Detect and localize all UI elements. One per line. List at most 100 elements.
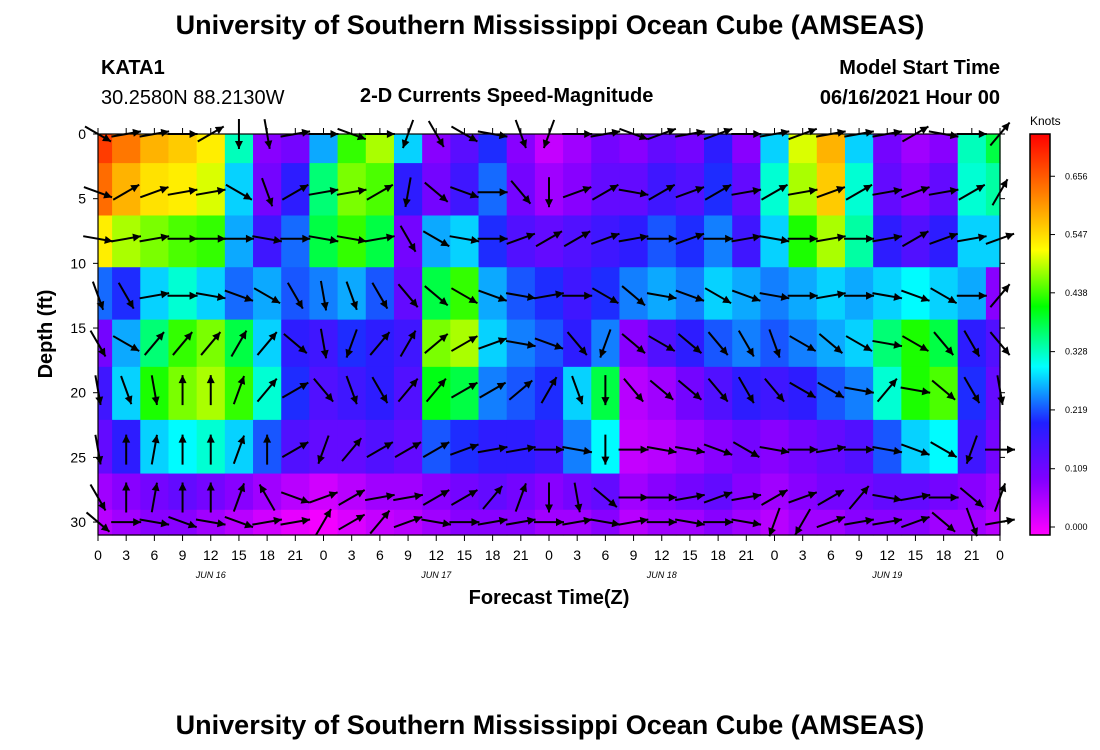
current-arrow <box>844 516 875 526</box>
arrow-head <box>865 516 874 525</box>
current-arrow <box>122 434 131 465</box>
current-arrow <box>817 381 845 399</box>
current-arrow <box>901 443 930 456</box>
current-arrow <box>167 187 198 196</box>
arrow-head <box>160 519 170 528</box>
current-arrow <box>478 289 508 302</box>
current-arrow <box>956 233 987 243</box>
arrow-head <box>893 516 903 525</box>
current-arrow <box>817 489 845 506</box>
current-arrow <box>703 443 733 456</box>
arrow-head <box>408 242 416 252</box>
arrow-head <box>556 445 564 454</box>
current-arrow <box>737 330 755 358</box>
current-arrow <box>232 375 246 405</box>
arrow-head <box>553 231 562 239</box>
arrow-head <box>159 186 169 194</box>
current-arrow <box>366 183 394 201</box>
arrow-head <box>381 332 390 341</box>
x-tick-label: 6 <box>827 547 835 563</box>
current-arrow <box>402 177 412 208</box>
arrow-head <box>104 236 113 244</box>
arrow-head <box>216 292 226 301</box>
arrow-head <box>238 330 247 340</box>
arrow-head <box>971 394 980 404</box>
arrow-head <box>469 190 479 199</box>
heatmap-cell <box>957 366 987 421</box>
heatmap-cell <box>112 134 141 164</box>
heatmap-cell <box>98 267 113 321</box>
arrow-head <box>1001 284 1010 293</box>
current-arrow <box>787 291 818 300</box>
x-tick-label: 18 <box>259 547 275 563</box>
current-arrow <box>506 232 536 245</box>
current-arrow <box>167 291 198 300</box>
heatmap-cell <box>112 267 141 321</box>
colorbar-tick-label: 0.656 <box>1065 171 1088 181</box>
arrow-head <box>412 442 422 450</box>
arrow-head <box>947 295 957 304</box>
y-tick-label: 25 <box>70 449 86 465</box>
x-tick-label: 12 <box>203 547 219 563</box>
arrow-head <box>273 516 282 525</box>
heatmap-cell <box>281 134 311 164</box>
arrow-head <box>610 232 620 241</box>
arrow-head <box>124 395 133 405</box>
arrow-head <box>299 442 309 450</box>
arrow-head <box>866 234 875 243</box>
arrow-head <box>442 519 452 528</box>
heatmap-cell <box>591 267 621 321</box>
arrow-head <box>126 299 134 309</box>
heatmap-cell <box>506 366 536 421</box>
current-arrow <box>648 183 676 201</box>
arrow-head <box>1005 232 1015 241</box>
current-arrow <box>844 386 875 396</box>
arrow-head <box>439 333 448 343</box>
heatmap-cell <box>647 134 677 164</box>
arrow-head <box>498 516 508 525</box>
arrow-head <box>440 442 450 450</box>
current-arrow <box>901 186 930 199</box>
heatmap-cell <box>619 215 649 268</box>
arrow-head <box>217 234 226 243</box>
current-arrow <box>178 434 187 465</box>
arrow-head <box>519 483 527 493</box>
arrow-head <box>98 347 106 357</box>
heatmap-cell <box>760 163 790 217</box>
heatmap-cell <box>901 473 931 511</box>
arrow-head <box>440 489 450 498</box>
arrow-head <box>665 343 675 352</box>
x-tick-label: 12 <box>654 547 670 563</box>
current-arrow <box>571 375 584 405</box>
current-arrow <box>422 441 450 458</box>
heatmap-cell <box>478 134 508 164</box>
arrow-head <box>775 392 785 402</box>
heatmap-cell <box>563 134 592 164</box>
arrow-head <box>263 434 272 443</box>
arrow-head <box>381 510 390 520</box>
arrow-head <box>437 378 446 388</box>
arrow-head <box>160 233 170 242</box>
arrow-head <box>722 184 732 193</box>
heatmap-cell <box>788 366 818 421</box>
current-arrow <box>789 335 817 352</box>
current-arrow <box>281 441 309 458</box>
arrow-head <box>746 394 754 404</box>
arrow-head <box>242 192 252 200</box>
current-arrow <box>112 335 140 352</box>
current-arrow <box>707 331 729 356</box>
arrow-head <box>746 347 754 357</box>
arrow-head <box>329 236 339 244</box>
current-arrow <box>534 445 564 454</box>
current-arrow <box>195 518 226 528</box>
heatmap-cell <box>844 134 874 164</box>
heatmap-cell <box>168 134 198 164</box>
current-arrow <box>534 337 564 350</box>
current-arrow <box>761 183 788 201</box>
arrow-head <box>295 299 303 309</box>
current-arrow <box>674 518 705 528</box>
heatmap-cell <box>929 267 959 321</box>
heatmap-cell <box>281 419 311 475</box>
heatmap-cell <box>478 366 508 421</box>
heatmap-cell <box>337 419 367 475</box>
